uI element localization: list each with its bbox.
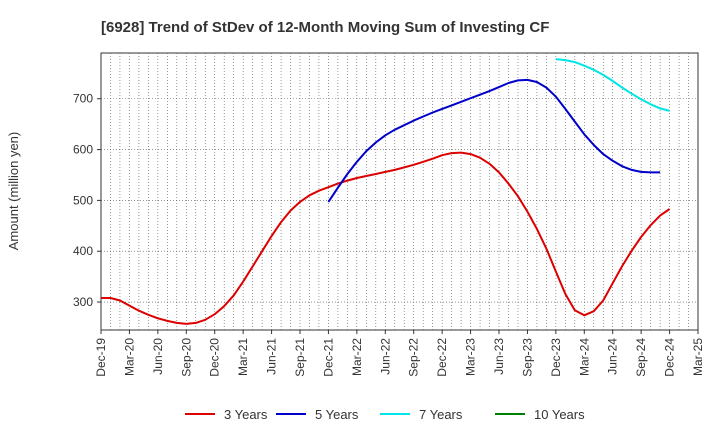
series-lines [101,58,671,325]
legend-label: 3 Years [224,407,268,422]
x-tick-label: Dec-21 [321,338,335,377]
x-tick-label: Dec-20 [208,338,222,377]
legend-label: 7 Years [419,407,463,422]
grid [101,53,698,330]
x-tick-label: Mar-23 [464,338,478,376]
x-tick-label: Sep-21 [293,338,307,377]
y-tick-label: 400 [73,244,93,258]
legend-label: 5 Years [315,407,359,422]
x-tick-label: Dec-23 [549,338,563,377]
x-axis: Dec-19 Mar-20 Jun-20 Sep-20 Dec-20 Mar-21 Jun-… [94,330,705,377]
x-tick-label: Sep-22 [407,338,421,377]
series-line-7-years [555,58,670,112]
chart-title: [6928] Trend of StDev of 12-Month Moving… [101,19,549,36]
x-tick-label: Dec-22 [435,338,449,377]
x-tick-label: Sep-24 [634,338,648,377]
x-tick-label: Sep-20 [179,338,193,377]
x-tick-label: Mar-25 [691,338,705,376]
y-tick-label: 700 [73,92,93,106]
x-tick-label: Dec-24 [663,338,677,377]
y-tick-label: 600 [73,143,93,157]
x-tick-label: Jun-20 [151,338,165,375]
x-tick-label: Jun-22 [378,338,392,375]
y-axis-label: Amount (million yen) [6,132,21,251]
series-line-3-years [101,151,671,325]
x-tick-label: Jun-23 [492,338,506,375]
x-tick-label: Dec-19 [94,338,108,377]
x-tick-label: Jun-21 [265,338,279,375]
y-tick-label: 300 [73,295,93,309]
x-tick-label: Jun-24 [606,338,620,375]
x-tick-label: Mar-24 [577,338,591,376]
x-tick-label: Mar-20 [122,338,136,376]
x-tick-label: Sep-23 [520,338,534,377]
series-line-5-years [327,78,661,203]
legend-label: 10 Years [534,407,585,422]
x-tick-label: Mar-22 [350,338,364,376]
legend: 3 Years 5 Years 7 Years 10 Years [185,407,585,422]
y-axis: 300 400 500 600 700 [73,92,101,309]
y-tick-label: 500 [73,193,93,207]
x-tick-label: Mar-21 [236,338,250,376]
plot-area [100,52,699,331]
